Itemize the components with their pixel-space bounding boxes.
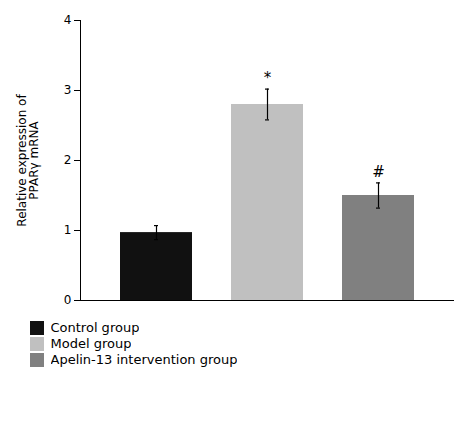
svg-text:3: 3 — [64, 83, 72, 97]
html-text:Apelin-13 intervention group: Apelin-13 intervention group — [50, 352, 238, 367]
svg-text:0: 0 — [64, 293, 72, 307]
html-text:Model group: Model group — [50, 336, 132, 351]
html-text:Control group: Control group — [50, 320, 140, 335]
svg-text:2: 2 — [64, 153, 72, 167]
svg-text:#: # — [372, 163, 385, 181]
svg-text:1: 1 — [64, 223, 72, 237]
svg-text:*: * — [264, 69, 272, 87]
svg-text:Relative expression ofPPARγ mR: Relative expression ofPPARγ mRNA — [15, 94, 41, 227]
svg-text:4: 4 — [64, 13, 72, 27]
